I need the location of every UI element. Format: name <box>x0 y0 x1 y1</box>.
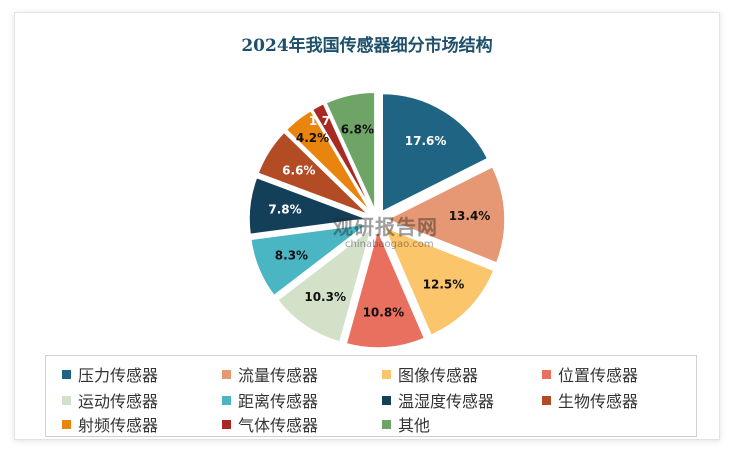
legend-label: 图像传感器 <box>398 366 479 385</box>
pie-slice-7 <box>257 131 370 216</box>
legend-swatch <box>222 369 231 379</box>
legend-label: 流量传感器 <box>238 366 319 385</box>
chart-card: 2024年我国传感器细分市场结构 17.6% 13.4% 12.5% 10.8% 10.… <box>14 12 720 440</box>
slice-label-4: 10.3% <box>304 290 346 304</box>
slice-label-2: 12.5% <box>423 277 465 291</box>
legend-label: 其他 <box>398 416 431 435</box>
pie-slice-4 <box>276 226 373 343</box>
legend-item: 图像传感器 <box>382 362 478 386</box>
legend-label: 射频传感器 <box>78 416 159 435</box>
legend-swatch <box>382 369 391 379</box>
pie-slice-0 <box>381 92 489 213</box>
pie-slice-3 <box>345 227 426 349</box>
legend-item: 流量传感器 <box>222 362 318 386</box>
slice-label-8: 4.2% <box>296 131 329 145</box>
legend-swatch <box>542 369 551 379</box>
legend-item: 压力传感器 <box>62 362 158 386</box>
legend-swatch <box>222 395 231 405</box>
slice-label-6: 7.8% <box>268 203 301 217</box>
legend-item: 距离传感器 <box>222 388 318 412</box>
legend-label: 运动传感器 <box>78 392 159 411</box>
legend-swatch <box>382 419 391 429</box>
legend-item: 运动传感器 <box>62 388 158 412</box>
legend-item: 气体传感器 <box>222 412 318 436</box>
legend-label: 气体传感器 <box>238 416 319 435</box>
legend-label: 压力传感器 <box>78 366 159 385</box>
slice-label-7: 6.6% <box>282 163 315 177</box>
pie-slice-10 <box>324 91 376 211</box>
slice-label-10: 6.8% <box>341 123 374 137</box>
slice-label-1: 13.4% <box>449 209 491 223</box>
legend-label: 温湿度传感器 <box>398 392 495 411</box>
chart-legend: 压力传感器 流量传感器 图像传感器 位置传感器运动传感器 距离传感器 温湿度传感器 生物传感… <box>45 355 697 437</box>
slice-label-5: 8.3% <box>275 248 308 262</box>
legend-item: 生物传感器 <box>542 388 638 412</box>
legend-swatch <box>62 419 71 429</box>
legend-label: 距离传感器 <box>238 392 319 411</box>
slice-label-0: 17.6% <box>405 134 447 148</box>
legend-item: 温湿度传感器 <box>382 388 494 412</box>
legend-swatch <box>222 419 231 429</box>
legend-swatch <box>542 395 551 405</box>
pie-slice-5 <box>249 222 371 297</box>
legend-swatch <box>382 395 391 405</box>
legend-label: 位置传感器 <box>558 366 639 385</box>
legend-item: 射频传感器 <box>62 412 158 436</box>
legend-swatch <box>62 369 71 379</box>
slice-label-3: 10.8% <box>363 305 405 319</box>
pie-slice-9 <box>311 102 374 212</box>
legend-swatch <box>62 395 71 405</box>
pie-slice-2 <box>382 225 495 337</box>
watermark-text: 观研报告网 <box>333 215 438 239</box>
legend-label: 生物传感器 <box>558 392 639 411</box>
watermark-subtext: chinabaogao.com <box>345 239 434 250</box>
pie-slice-6 <box>248 176 368 236</box>
legend-item: 其他 <box>382 412 430 436</box>
chart-title: 2024年我国传感器细分市场结构 <box>241 36 493 56</box>
pie-slice-8 <box>285 109 372 213</box>
legend-item: 位置传感器 <box>542 362 638 386</box>
pie-slice-1 <box>385 165 506 264</box>
pie-chart: 17.6% 13.4% 12.5% 10.8% 10.3% 8.3% 7.8% 6.6% 4.2… <box>248 91 506 349</box>
